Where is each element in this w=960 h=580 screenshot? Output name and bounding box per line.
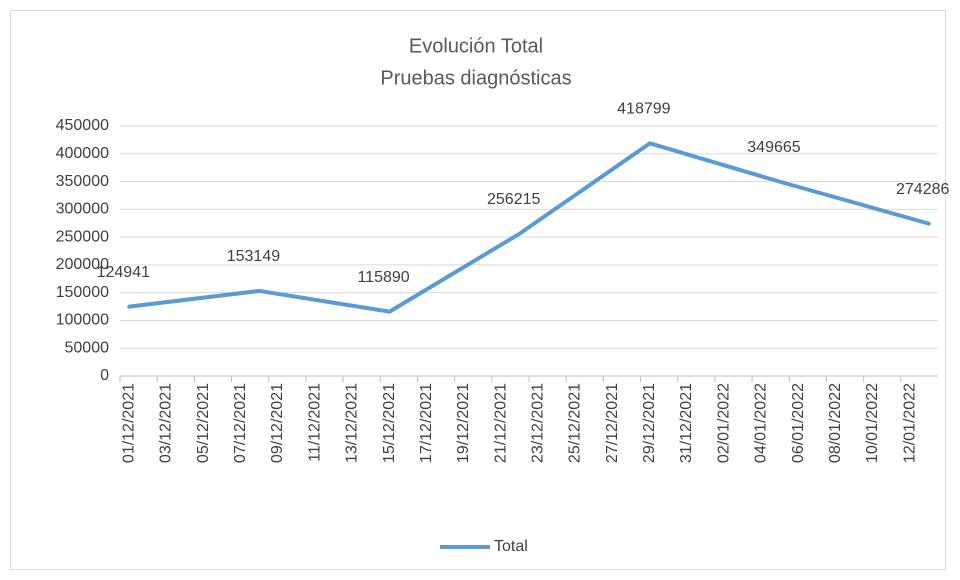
legend-label: Total bbox=[494, 538, 528, 555]
y-tick-label: 150000 bbox=[56, 284, 109, 301]
x-tick-label: 12/01/2022 bbox=[901, 383, 918, 463]
x-tick-label: 08/01/2022 bbox=[827, 383, 844, 463]
x-tick-label: 31/12/2021 bbox=[678, 383, 695, 463]
x-tick-label: 10/01/2022 bbox=[864, 383, 881, 463]
chart-frame bbox=[10, 10, 946, 570]
data-label: 153149 bbox=[227, 248, 280, 265]
line bbox=[127, 141, 931, 314]
data-label: 274286 bbox=[896, 181, 949, 198]
y-tick-label: 250000 bbox=[56, 228, 109, 245]
y-tick-label: 450000 bbox=[56, 117, 109, 134]
data-label: 418799 bbox=[617, 101, 670, 118]
x-tick-label: 02/01/2022 bbox=[715, 383, 732, 463]
chart-subtitle: Pruebas diagnósticas bbox=[380, 67, 571, 89]
x-tick-label: 01/12/2021 bbox=[121, 383, 138, 463]
x-tick-label: 09/12/2021 bbox=[269, 383, 286, 463]
x-tick-label: 13/12/2021 bbox=[344, 383, 361, 463]
x-tick-label: 06/01/2022 bbox=[790, 383, 807, 463]
x-tick-label: 04/01/2022 bbox=[753, 383, 770, 463]
x-tick-label: 23/12/2021 bbox=[530, 383, 547, 463]
data-label: 115890 bbox=[357, 269, 409, 286]
x-tick-label: 21/12/2021 bbox=[492, 383, 509, 463]
data-label: 349665 bbox=[747, 139, 800, 156]
x-tick-label: 29/12/2021 bbox=[641, 383, 658, 463]
y-tick-label: 200000 bbox=[56, 256, 109, 273]
data-label: 124941 bbox=[97, 264, 150, 281]
x-tick-label: 03/12/2021 bbox=[158, 383, 175, 463]
y-tick-label: 350000 bbox=[56, 173, 109, 190]
x-tick-label: 25/12/2021 bbox=[567, 383, 584, 463]
x-tick-label: 07/12/2021 bbox=[232, 383, 249, 463]
x-tick-label: 17/12/2021 bbox=[418, 383, 435, 463]
x-tick-label: 05/12/2021 bbox=[195, 383, 212, 463]
x-tick-label: 11/12/2021 bbox=[306, 383, 323, 462]
x-tick-label: 27/12/2021 bbox=[604, 383, 621, 463]
y-tick-label: 100000 bbox=[56, 312, 109, 329]
x-tick-label: 15/12/2021 bbox=[381, 383, 398, 463]
data-label: 256215 bbox=[487, 191, 540, 208]
x-tick-label: 19/12/2021 bbox=[455, 383, 472, 463]
y-tick-label: 50000 bbox=[65, 339, 110, 356]
y-tick-label: 400000 bbox=[56, 145, 109, 162]
y-tick-label: 0 bbox=[100, 367, 109, 384]
chart-title: Evolución Total bbox=[409, 35, 543, 57]
y-tick-label: 300000 bbox=[56, 201, 109, 218]
